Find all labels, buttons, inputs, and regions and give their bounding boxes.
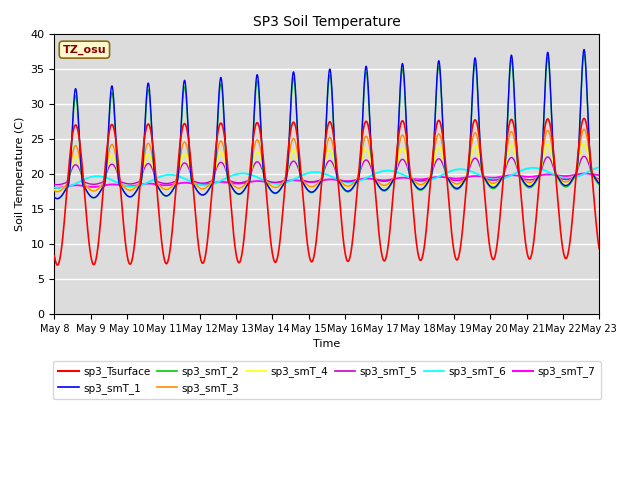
sp3_smT_1: [307, 189, 314, 195]
sp3_smT_6: [51, 185, 58, 191]
sp3_smT_4: [148, 162, 156, 168]
sp3_smT_2: [580, 51, 588, 57]
Line: sp3_smT_6: sp3_smT_6: [54, 167, 599, 188]
sp3_smT_1: [480, 174, 488, 180]
sp3_smT_5: [580, 154, 588, 159]
sp3_smT_6: [148, 177, 156, 183]
sp3_smT_4: [51, 187, 58, 192]
sp3_Tsurface: [148, 139, 156, 144]
sp3_smT_5: [148, 166, 156, 172]
sp3_smT_3: [54, 189, 61, 194]
sp3_Tsurface: [595, 246, 603, 252]
sp3_smT_4: [449, 181, 457, 187]
Y-axis label: Soil Temperature (C): Soil Temperature (C): [15, 117, 25, 231]
sp3_smT_3: [449, 180, 457, 185]
sp3_smT_3: [419, 181, 426, 187]
sp3_smT_1: [419, 186, 426, 192]
sp3_smT_4: [419, 182, 426, 188]
sp3_smT_7: [581, 170, 589, 176]
Line: sp3_smT_1: sp3_smT_1: [54, 49, 599, 199]
sp3_smT_7: [480, 174, 488, 180]
sp3_smT_3: [595, 177, 602, 183]
sp3_smT_3: [580, 126, 588, 132]
sp3_smT_6: [56, 185, 64, 191]
sp3_Tsurface: [307, 257, 314, 263]
sp3_smT_1: [449, 183, 457, 189]
sp3_smT_2: [307, 190, 314, 195]
sp3_smT_4: [480, 176, 488, 181]
sp3_smT_2: [595, 182, 603, 188]
sp3_Tsurface: [54, 262, 61, 268]
sp3_smT_3: [51, 188, 58, 193]
sp3_smT_4: [307, 184, 314, 190]
Line: sp3_smT_2: sp3_smT_2: [54, 54, 599, 199]
sp3_smT_2: [148, 143, 156, 148]
sp3_smT_7: [307, 179, 314, 185]
sp3_Tsurface: [419, 253, 426, 259]
sp3_smT_6: [595, 165, 602, 170]
sp3_smT_6: [307, 169, 314, 175]
sp3_smT_3: [307, 184, 314, 190]
sp3_smT_1: [580, 47, 588, 52]
sp3_smT_1: [595, 180, 602, 186]
sp3_Tsurface: [51, 253, 58, 259]
sp3_smT_1: [51, 194, 58, 200]
sp3_smT_3: [595, 178, 603, 183]
sp3_smT_5: [595, 176, 603, 182]
sp3_smT_6: [595, 164, 603, 170]
sp3_smT_7: [595, 172, 603, 178]
sp3_smT_4: [595, 180, 602, 185]
Text: TZ_osu: TZ_osu: [63, 45, 106, 55]
Line: sp3_smT_7: sp3_smT_7: [54, 173, 599, 188]
sp3_smT_7: [53, 185, 61, 191]
sp3_smT_7: [595, 172, 602, 178]
sp3_smT_5: [419, 178, 426, 184]
sp3_smT_1: [148, 140, 156, 145]
sp3_smT_5: [51, 181, 58, 187]
sp3_smT_6: [449, 168, 457, 173]
sp3_smT_7: [148, 181, 156, 187]
sp3_Tsurface: [580, 116, 588, 121]
sp3_smT_3: [148, 154, 156, 160]
Line: sp3_smT_3: sp3_smT_3: [54, 129, 599, 192]
sp3_smT_7: [51, 185, 58, 191]
sp3_smT_2: [419, 187, 426, 192]
X-axis label: Time: Time: [313, 339, 340, 349]
Line: sp3_smT_4: sp3_smT_4: [54, 143, 599, 190]
sp3_smT_5: [307, 179, 314, 185]
sp3_smT_3: [480, 173, 488, 179]
sp3_smT_6: [419, 178, 426, 184]
sp3_smT_5: [449, 177, 457, 183]
sp3_smT_6: [480, 174, 488, 180]
Title: SP3 Soil Temperature: SP3 Soil Temperature: [253, 15, 401, 29]
sp3_smT_2: [480, 175, 488, 181]
sp3_smT_2: [51, 194, 58, 200]
sp3_smT_5: [480, 175, 488, 180]
sp3_smT_1: [595, 180, 603, 186]
sp3_smT_4: [580, 140, 588, 146]
sp3_smT_7: [449, 176, 457, 181]
Line: sp3_smT_5: sp3_smT_5: [54, 156, 599, 185]
Legend: sp3_Tsurface, sp3_smT_1, sp3_smT_2, sp3_smT_3, sp3_smT_4, sp3_smT_5, sp3_smT_6, : sp3_Tsurface, sp3_smT_1, sp3_smT_2, sp3_…: [53, 361, 600, 399]
sp3_smT_5: [54, 182, 61, 188]
sp3_smT_7: [419, 177, 426, 182]
sp3_Tsurface: [449, 240, 457, 246]
sp3_Tsurface: [480, 182, 488, 188]
sp3_smT_4: [54, 187, 61, 193]
sp3_smT_5: [595, 176, 602, 181]
sp3_smT_2: [54, 196, 61, 202]
sp3_smT_4: [595, 180, 603, 185]
Line: sp3_Tsurface: sp3_Tsurface: [54, 119, 599, 265]
sp3_smT_2: [595, 181, 602, 187]
sp3_smT_2: [449, 184, 457, 190]
sp3_Tsurface: [595, 242, 602, 248]
sp3_smT_1: [54, 196, 61, 202]
